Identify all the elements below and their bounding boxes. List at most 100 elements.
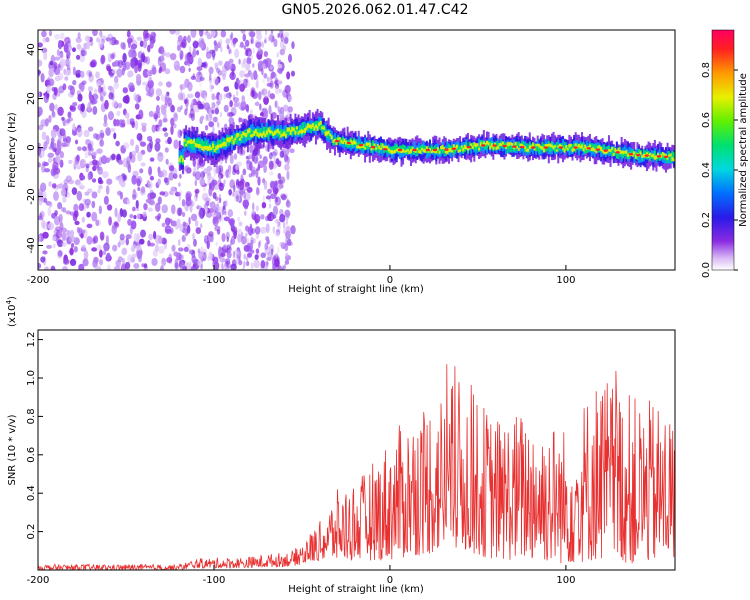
- noise-speckle: [239, 70, 245, 78]
- noise-speckle: [56, 91, 61, 97]
- noise-speckle: [177, 92, 184, 101]
- noise-speckle: [214, 62, 219, 67]
- noise-speckle: [212, 216, 217, 224]
- ridge-cell: [644, 150, 647, 157]
- noise-speckle: [161, 237, 167, 245]
- ridge-cell: [381, 146, 384, 156]
- noise-speckle: [223, 179, 226, 185]
- noise-speckle: [267, 252, 272, 261]
- ridge-cell: [525, 143, 528, 151]
- ridge-cell: [359, 138, 362, 148]
- noise-speckle: [246, 57, 252, 65]
- noise-speckle: [67, 111, 72, 119]
- noise-speckle: [186, 167, 192, 174]
- noise-speckle: [107, 110, 114, 121]
- ridge-cell: [666, 157, 669, 160]
- noise-speckle: [84, 191, 90, 196]
- ridge-cell: [248, 131, 251, 141]
- noise-speckle: [192, 158, 197, 167]
- ridge-cell: [417, 150, 420, 154]
- noise-speckle: [255, 168, 259, 179]
- noise-speckle: [285, 237, 288, 246]
- noise-speckle: [223, 207, 227, 214]
- noise-speckle: [103, 242, 110, 252]
- ridge-cell: [362, 144, 365, 148]
- noise-speckle: [38, 42, 43, 48]
- colorbar-gradient: [712, 30, 734, 270]
- noise-speckle: [227, 209, 234, 218]
- snr-y-ticks: 0.2 0.4 0.6 0.8 1.0 1.2: [26, 332, 43, 540]
- noise-speckle: [183, 246, 189, 253]
- ridge-cell: [487, 142, 490, 146]
- noise-speckle: [127, 70, 134, 78]
- ridge-cell: [525, 148, 528, 152]
- noise-speckle: [264, 39, 267, 44]
- ridge-cell: [638, 149, 641, 157]
- noise-speckle: [56, 49, 60, 56]
- noise-speckle: [98, 205, 103, 215]
- y-tick-label: -20: [26, 188, 37, 204]
- ridge-cell: [215, 145, 218, 150]
- noise-speckle: [95, 219, 100, 227]
- noise-speckle: [142, 211, 147, 218]
- noise-speckle: [179, 65, 186, 74]
- noise-speckle: [244, 67, 248, 72]
- noise-speckle: [179, 54, 183, 61]
- noise-speckle: [75, 54, 81, 60]
- ridge-cell: [495, 146, 498, 150]
- noise-speckle: [244, 57, 248, 63]
- noise-speckle: [157, 56, 162, 67]
- noise-speckle: [170, 125, 174, 135]
- noise-speckle: [250, 262, 254, 269]
- noise-speckle: [134, 65, 138, 74]
- noise-speckle: [61, 266, 68, 270]
- noise-speckle: [229, 34, 233, 41]
- noise-speckle: [255, 80, 259, 89]
- noise-speckle: [89, 99, 96, 105]
- noise-speckle: [113, 132, 117, 140]
- noise-speckle: [170, 53, 177, 61]
- noise-speckle: [38, 70, 42, 75]
- ridge-cell: [501, 141, 504, 149]
- noise-speckle: [257, 47, 262, 55]
- noise-speckle: [287, 238, 292, 246]
- noise-speckle: [87, 102, 91, 112]
- ridge-cell: [669, 156, 672, 163]
- ridge-cell: [349, 139, 352, 144]
- noise-speckle: [127, 38, 132, 49]
- ridge-peak: [656, 155, 662, 158]
- noise-speckle: [244, 50, 247, 56]
- ridge-cell: [595, 144, 598, 152]
- noise-speckle: [223, 216, 231, 222]
- noise-speckle: [262, 78, 265, 84]
- noise-speckle: [164, 132, 169, 138]
- noise-speckle: [220, 252, 226, 258]
- ridge-peak: [636, 153, 641, 157]
- ridge-cell: [359, 145, 362, 149]
- spectrogram-y-ticks: -40 -20 0 20 40: [26, 43, 43, 254]
- noise-speckle: [180, 41, 183, 49]
- noise-speckle: [103, 122, 108, 127]
- noise-speckle: [208, 231, 214, 237]
- noise-speckle: [140, 186, 146, 194]
- x-tick-label: 100: [556, 275, 575, 286]
- noise-speckle: [122, 61, 127, 72]
- noise-speckle: [279, 150, 285, 158]
- ridge-cell: [555, 149, 558, 152]
- noise-speckle: [186, 93, 194, 99]
- noise-speckle: [39, 212, 43, 219]
- noise-speckle: [40, 119, 47, 127]
- ridge-cell: [554, 144, 557, 153]
- ridge-cell: [552, 145, 555, 150]
- noise-speckle: [106, 178, 113, 185]
- noise-speckle: [285, 93, 289, 100]
- noise-speckle: [192, 263, 197, 268]
- noise-speckle: [160, 94, 165, 102]
- ridge-cell: [451, 150, 454, 153]
- noise-speckle: [45, 36, 50, 43]
- noise-speckle: [81, 216, 86, 223]
- ridge-cell: [566, 148, 569, 151]
- noise-speckle: [168, 171, 174, 181]
- snr-x-ticks: -200 -100 0 100: [27, 565, 575, 586]
- noise-speckle: [105, 185, 110, 195]
